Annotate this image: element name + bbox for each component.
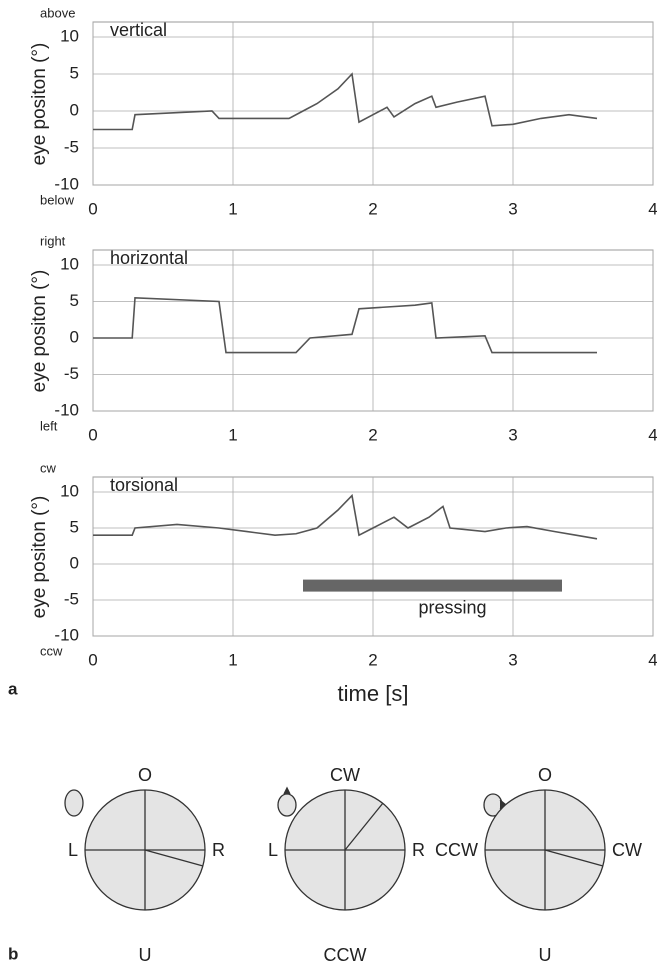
chart-title: horizontal	[110, 248, 188, 268]
y-tick-label: -5	[64, 364, 79, 383]
data-line	[93, 72, 598, 131]
eye-diagrams	[64, 786, 606, 911]
y-tick-label: 5	[70, 63, 79, 82]
diagram-label: CCW	[324, 945, 367, 965]
pressing-label: pressing	[418, 597, 486, 617]
eye-icon	[277, 793, 297, 817]
y-tick-label: 10	[60, 254, 79, 273]
y-axis-label: eye positon (°)	[29, 270, 50, 393]
annotation: below	[40, 192, 75, 207]
y-tick-label: -5	[64, 137, 79, 156]
panel-label: b	[8, 944, 18, 963]
y-tick-label: -10	[54, 625, 79, 644]
diagram-label: O	[138, 765, 152, 785]
rotation-line	[544, 849, 604, 867]
chart-title: torsional	[110, 475, 178, 495]
annotation: above	[40, 5, 75, 20]
x-tick-label: 1	[228, 199, 237, 218]
annotation: cw	[40, 460, 57, 475]
diagram-label: O	[538, 765, 552, 785]
y-axis-label: eye positon (°)	[29, 496, 50, 619]
y-tick-label: -10	[54, 400, 79, 419]
x-tick-label: 4	[648, 650, 657, 669]
chart-title: vertical	[110, 20, 167, 40]
diagram-label: CW	[330, 765, 360, 785]
x-tick-label: 0	[88, 650, 97, 669]
rotation-line	[144, 849, 204, 867]
diagram-label: CCW	[435, 840, 478, 860]
x-tick-label: 2	[368, 650, 377, 669]
x-tick-label: 1	[228, 650, 237, 669]
diagram-label: L	[268, 840, 278, 860]
x-tick-label: 1	[228, 425, 237, 444]
y-tick-label: 0	[70, 553, 79, 572]
x-tick-label: 3	[508, 199, 517, 218]
diagram-label: L	[68, 840, 78, 860]
y-axis-label: eye positon (°)	[29, 43, 50, 166]
panel-label: a	[8, 679, 18, 698]
x-tick-label: 2	[368, 425, 377, 444]
diagram-label: U	[139, 945, 152, 965]
y-tick-label: -10	[54, 174, 79, 193]
y-tick-label: 0	[70, 327, 79, 346]
diagram-label: CW	[612, 840, 642, 860]
x-tick-label: 3	[508, 650, 517, 669]
eye-icon	[64, 789, 84, 817]
y-tick-label: 0	[70, 100, 79, 119]
y-tick-label: 10	[60, 26, 79, 45]
x-tick-label: 2	[368, 199, 377, 218]
y-tick-label: -5	[64, 589, 79, 608]
x-tick-label: 4	[648, 425, 657, 444]
annotation: right	[40, 233, 66, 248]
diagram-label: R	[412, 840, 425, 860]
rotation-line	[344, 802, 384, 851]
x-axis-label: time [s]	[338, 681, 409, 706]
data-line	[93, 297, 597, 354]
y-tick-label: 5	[70, 291, 79, 310]
y-tick-label: 5	[70, 517, 79, 536]
x-tick-label: 3	[508, 425, 517, 444]
annotation: left	[40, 418, 58, 433]
diagram-label: R	[212, 840, 225, 860]
diagram-label: U	[539, 945, 552, 965]
arrow	[283, 786, 291, 795]
data-line	[93, 493, 598, 540]
pressing-bar	[303, 579, 562, 592]
x-tick-label: 4	[648, 199, 657, 218]
x-tick-label: 0	[88, 425, 97, 444]
x-tick-label: 0	[88, 199, 97, 218]
annotation: ccw	[40, 643, 63, 658]
y-tick-label: 10	[60, 481, 79, 500]
